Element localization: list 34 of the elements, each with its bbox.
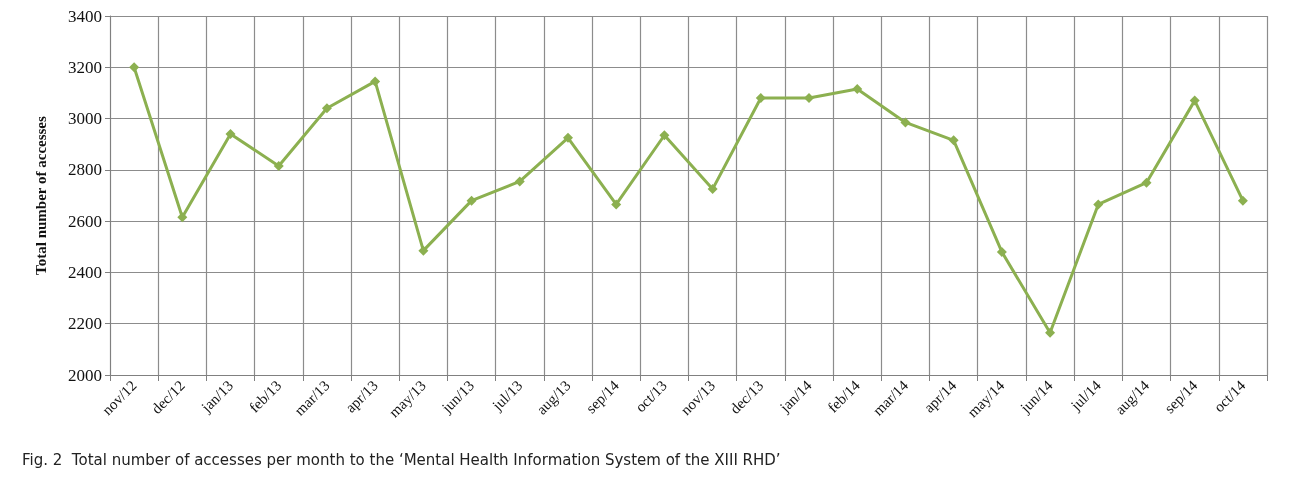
point — [707, 184, 718, 195]
y-tick-label: 3000 — [68, 109, 102, 129]
point — [804, 93, 815, 104]
y-tick-label: 3400 — [68, 6, 102, 26]
point — [1045, 327, 1056, 338]
point — [1237, 195, 1248, 206]
point — [562, 132, 573, 143]
point — [225, 128, 236, 139]
point — [418, 245, 429, 256]
y-tick-label: 2200 — [68, 314, 102, 334]
point — [1141, 177, 1152, 188]
point — [177, 212, 188, 223]
point — [900, 117, 911, 128]
y-tick-label: 2800 — [68, 160, 102, 180]
point — [996, 246, 1007, 257]
point — [755, 93, 766, 104]
point — [1189, 95, 1200, 106]
point — [321, 103, 332, 114]
y-tick-label: 3200 — [68, 57, 102, 77]
y-tick-label: 2600 — [68, 211, 102, 231]
y-tick-label: 2400 — [68, 262, 102, 282]
point — [948, 135, 959, 146]
point — [1093, 199, 1104, 210]
point — [370, 76, 381, 87]
y-axis-title: Total number of accesses — [32, 115, 49, 275]
y-tick-label: 2000 — [68, 365, 102, 385]
point — [273, 161, 284, 172]
point — [611, 199, 622, 210]
point — [514, 176, 525, 187]
point — [852, 84, 863, 95]
point — [659, 130, 670, 141]
caption: Fig. 2 Total number of accesses per month to the ‘Mental Health Information System of the XIII RHD’ — [22, 450, 781, 469]
point — [129, 62, 140, 73]
point — [466, 195, 477, 206]
